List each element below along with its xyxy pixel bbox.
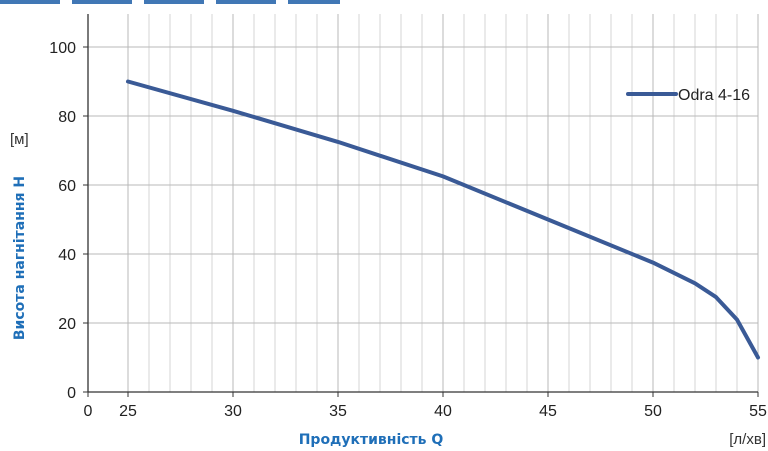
tick-labels: 0 20 40 60 80 100 0 25 30 35 40 45 50 55 [49,40,767,420]
x-tick-label: 30 [224,403,242,420]
x-tick-label: 35 [329,403,347,420]
series-lines [126,79,760,360]
legend-label: Odra 4-16 [678,87,750,104]
x-axis-title: Продуктивність Q [299,432,444,448]
x-tick-label: 25 [119,403,137,420]
x-tick-label: 50 [644,403,662,420]
y-axis-title: Висота нагнітання H [12,176,28,340]
axis-titles: Продуктивність Q Висота нагнітання H [м]… [10,131,766,448]
x-tick-label: 45 [539,403,557,420]
top-header-strip [0,0,340,4]
series-line-odra-4-16 [126,79,760,360]
y-tick-label: 80 [58,109,76,126]
y-axis-unit: [м] [10,131,29,148]
axes [83,14,759,397]
y-tick-label: 40 [58,247,76,264]
x-axis-unit: [л/хв] [729,431,766,448]
x-tick-label: 55 [749,403,767,420]
grid-lines [88,14,759,392]
y-tick-label: 20 [58,316,76,333]
y-tick-label: 0 [67,385,76,402]
y-tick-label: 60 [58,178,76,195]
x-tick-label: 0 [84,403,93,420]
legend: Odra 4-16 [626,87,750,104]
x-tick-label: 40 [434,403,452,420]
y-tick-label: 100 [49,40,76,57]
